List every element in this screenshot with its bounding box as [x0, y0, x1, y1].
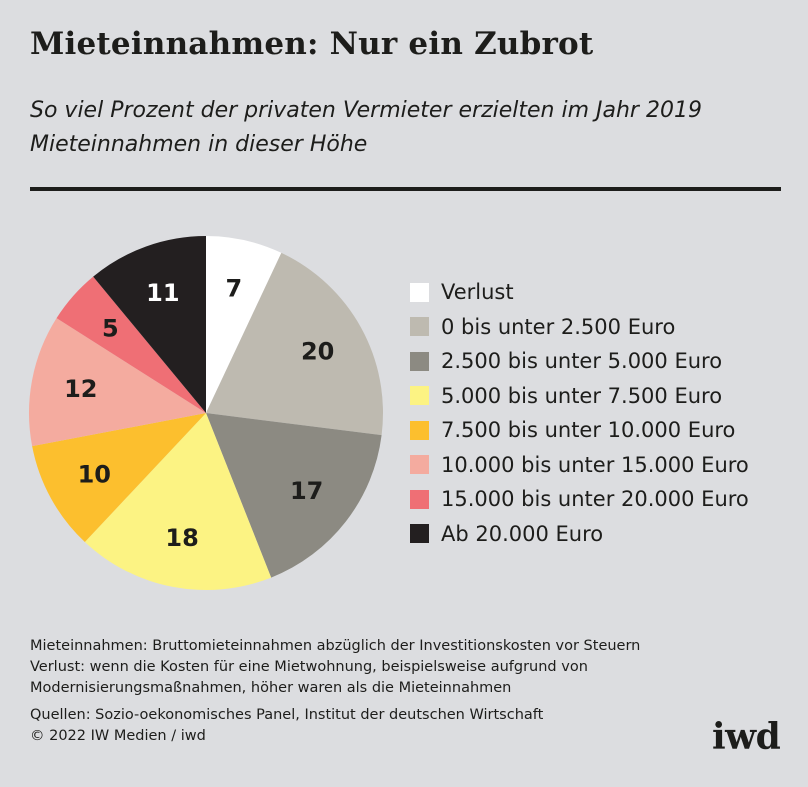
- legend-swatch: [410, 317, 429, 337]
- iwd-logo: iwd: [712, 716, 781, 758]
- pie-slice-8: [93, 236, 206, 413]
- legend-swatch: [410, 351, 429, 371]
- pie-slice-value-6: 12: [64, 375, 97, 403]
- legend-swatch: [410, 524, 429, 544]
- legend-item-3: 2.500 bis unter 5.000 Euro: [410, 344, 749, 379]
- legend-swatch: [410, 420, 429, 440]
- pie-slice-value-1: 7: [225, 275, 242, 303]
- legend-item-1: Verlust: [410, 275, 749, 310]
- legend-swatch: [410, 386, 429, 406]
- legend-swatch: [410, 282, 429, 302]
- legend-label: Ab 20.000 Euro: [441, 521, 604, 546]
- legend-label: 2.500 bis unter 5.000 Euro: [441, 349, 723, 374]
- pie-slice-2: [206, 252, 383, 436]
- legend-item-5: 7.500 bis unter 10.000 Euro: [410, 413, 749, 448]
- legend-label: 7.500 bis unter 10.000 Euro: [441, 418, 736, 443]
- pie-slice-7: [56, 276, 207, 413]
- note-definition: Mieteinnahmen: Bruttomieteinnahmen abzüg…: [30, 638, 641, 654]
- legend-label: Verlust: [441, 280, 514, 305]
- legend-label: 5.000 bis unter 7.500 Euro: [441, 383, 723, 408]
- legend-swatch: [410, 489, 429, 509]
- footnotes: Mieteinnahmen: Bruttomieteinnahmen abzüg…: [30, 636, 640, 747]
- legend-label: 0 bis unter 2.500 Euro: [441, 314, 676, 339]
- legend-label: 15.000 bis unter 20.000 Euro: [441, 487, 749, 512]
- pie-slice-value-4: 18: [165, 524, 198, 552]
- note-loss-line-1: Verlust: wenn die Kosten für eine Mietwo…: [30, 659, 588, 675]
- pie-slice-5: [32, 413, 206, 543]
- legend-item-4: 5.000 bis unter 7.500 Euro: [410, 379, 749, 414]
- pie-slice-1: [206, 236, 282, 413]
- copyright: © 2022 IW Medien / iwd: [30, 728, 206, 744]
- pie-slice-6: [28, 318, 206, 447]
- chart-legend: Verlust 0 bis unter 2.500 Euro 2.500 bis u…: [410, 275, 749, 551]
- legend-item-2: 0 bis unter 2.500 Euro: [410, 310, 749, 345]
- chart-title: Mieteinnahmen: Nur ein Zubrot: [30, 26, 594, 62]
- legend-item-8: Ab 20.000 Euro: [410, 517, 749, 552]
- pie-slice-value-2: 20: [301, 338, 334, 366]
- pie-slice-4: [84, 413, 272, 590]
- legend-swatch: [410, 455, 429, 475]
- sources: Quellen: Sozio-oekonomisches Panel, Inst…: [30, 707, 544, 723]
- legend-label: 10.000 bis unter 15.000 Euro: [441, 452, 749, 477]
- legend-item-6: 10.000 bis unter 15.000 Euro: [410, 448, 749, 483]
- note-loss-line-2: Modernisierungsmaßnahmen, höher waren al…: [30, 680, 512, 696]
- pie-slice-value-7: 5: [102, 315, 119, 343]
- pie-slice-value-3: 17: [290, 477, 323, 505]
- pie-slice-value-8: 11: [146, 279, 179, 307]
- pie-slice-value-5: 10: [78, 460, 111, 488]
- pie-slice-3: [206, 413, 382, 578]
- title-divider: [30, 187, 781, 191]
- legend-item-7: 15.000 bis unter 20.000 Euro: [410, 482, 749, 517]
- chart-subtitle: So viel Prozent der privaten Vermieter e…: [30, 98, 702, 157]
